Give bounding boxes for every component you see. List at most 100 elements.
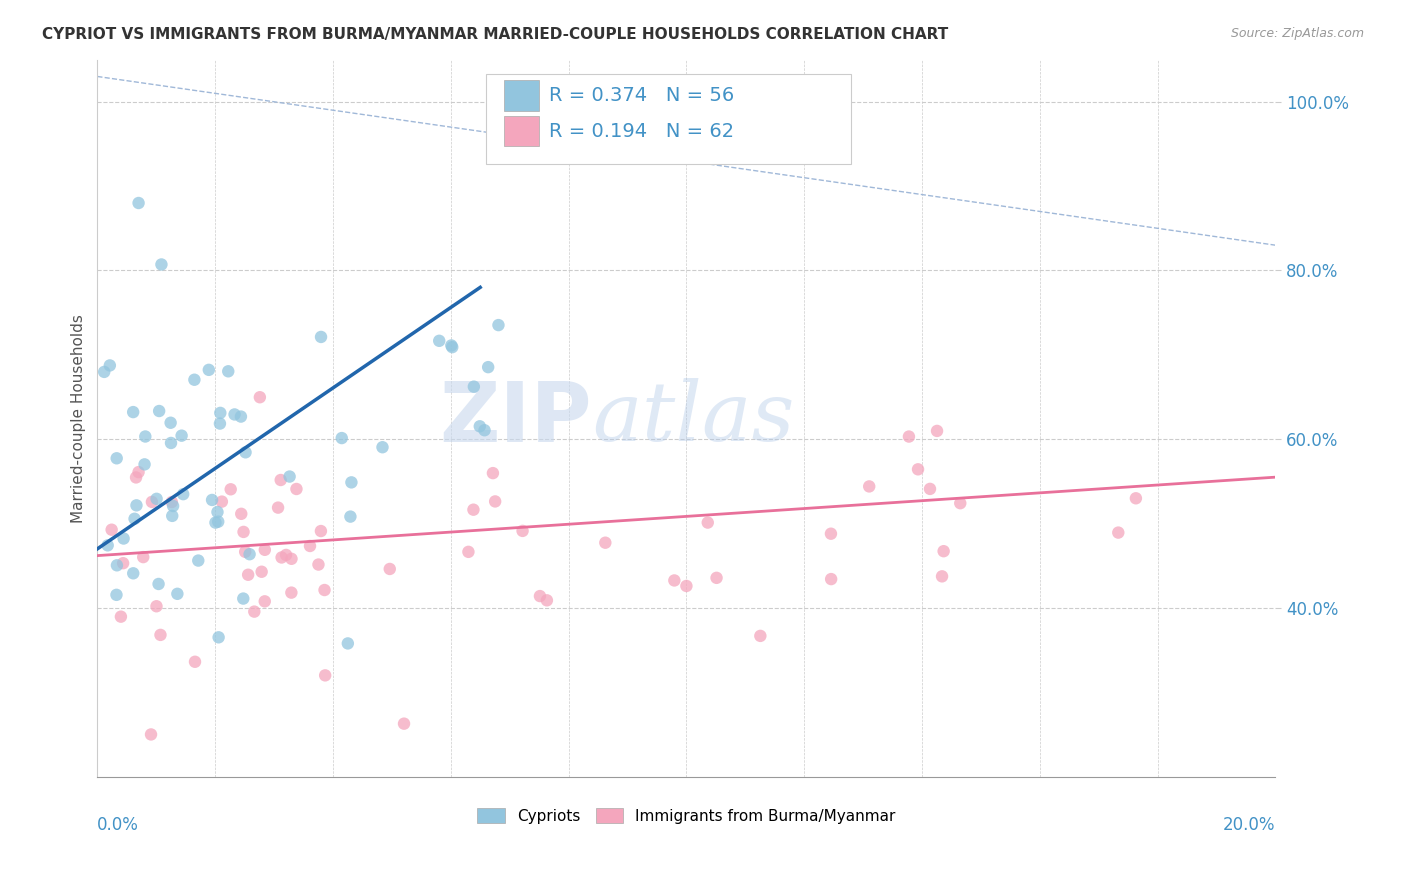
Point: [148, 577, 170, 591]
Point: [482, 466, 505, 480]
Point: [112, 556, 135, 570]
Point: [249, 390, 271, 404]
Point: [207, 630, 229, 644]
Point: [231, 507, 253, 521]
Point: [463, 502, 485, 516]
Point: [125, 499, 148, 513]
Point: [105, 588, 128, 602]
Point: [183, 373, 205, 387]
Point: [128, 196, 150, 211]
Point: [664, 574, 686, 588]
Point: [595, 535, 617, 549]
Point: [160, 495, 183, 509]
Point: [309, 524, 332, 538]
Y-axis label: Married-couple Households: Married-couple Households: [72, 314, 86, 523]
Point: [204, 516, 226, 530]
Point: [477, 360, 499, 375]
Point: [209, 406, 232, 420]
Text: 20.0%: 20.0%: [1223, 816, 1275, 834]
Text: R = 0.194   N = 62: R = 0.194 N = 62: [548, 122, 734, 141]
Point: [675, 579, 697, 593]
Point: [184, 655, 207, 669]
Point: [201, 492, 224, 507]
Point: [314, 668, 336, 682]
Point: [336, 636, 359, 650]
Point: [232, 524, 254, 539]
Point: [219, 483, 242, 497]
Point: [488, 318, 510, 332]
Point: [270, 473, 292, 487]
Point: [162, 499, 184, 513]
Point: [149, 628, 172, 642]
Legend: Cypriots, Immigrants from Burma/Myanmar: Cypriots, Immigrants from Burma/Myanmar: [471, 802, 901, 830]
Point: [371, 440, 394, 454]
Point: [253, 542, 276, 557]
Text: CYPRIOT VS IMMIGRANTS FROM BURMA/MYANMAR MARRIED-COUPLE HOUSEHOLDS CORRELATION C: CYPRIOT VS IMMIGRANTS FROM BURMA/MYANMAR…: [42, 27, 949, 42]
Point: [392, 716, 415, 731]
Point: [208, 417, 231, 431]
Point: [97, 538, 120, 552]
Point: [706, 571, 728, 585]
Point: [170, 428, 193, 442]
Point: [749, 629, 772, 643]
Point: [267, 500, 290, 515]
FancyBboxPatch shape: [503, 116, 538, 146]
Point: [150, 257, 173, 271]
Point: [918, 482, 941, 496]
Point: [308, 558, 330, 572]
Point: [243, 605, 266, 619]
Point: [211, 494, 233, 508]
Point: [931, 569, 953, 583]
Point: [100, 523, 122, 537]
Text: R = 0.374   N = 56: R = 0.374 N = 56: [548, 86, 734, 105]
Point: [134, 458, 156, 472]
Point: [159, 416, 181, 430]
Point: [162, 508, 184, 523]
Point: [229, 409, 252, 424]
Point: [441, 340, 464, 354]
Point: [253, 594, 276, 608]
Point: [141, 495, 163, 509]
Point: [128, 465, 150, 479]
Point: [278, 469, 301, 483]
Point: [897, 429, 920, 443]
Point: [280, 551, 302, 566]
Point: [105, 451, 128, 466]
Point: [536, 593, 558, 607]
Point: [122, 566, 145, 581]
Point: [207, 505, 229, 519]
Point: [235, 445, 257, 459]
Point: [468, 419, 491, 434]
Point: [145, 491, 167, 506]
Point: [207, 515, 229, 529]
Point: [110, 609, 132, 624]
Point: [160, 436, 183, 450]
Text: Source: ZipAtlas.com: Source: ZipAtlas.com: [1230, 27, 1364, 40]
Point: [696, 516, 718, 530]
Point: [139, 727, 162, 741]
Point: [280, 585, 302, 599]
Point: [463, 379, 485, 393]
Point: [134, 429, 156, 443]
Point: [250, 565, 273, 579]
Point: [285, 482, 308, 496]
Point: [236, 567, 259, 582]
Point: [239, 547, 262, 561]
Point: [98, 359, 121, 373]
Point: [474, 423, 496, 437]
Point: [949, 496, 972, 510]
Point: [820, 572, 842, 586]
Point: [925, 424, 948, 438]
Point: [1107, 525, 1129, 540]
Point: [298, 539, 321, 553]
Point: [198, 363, 221, 377]
FancyBboxPatch shape: [503, 80, 538, 111]
Point: [457, 545, 479, 559]
Point: [232, 591, 254, 606]
Point: [907, 462, 929, 476]
Point: [309, 330, 332, 344]
Point: [932, 544, 955, 558]
Point: [172, 487, 194, 501]
Point: [274, 548, 297, 562]
Point: [105, 558, 128, 573]
